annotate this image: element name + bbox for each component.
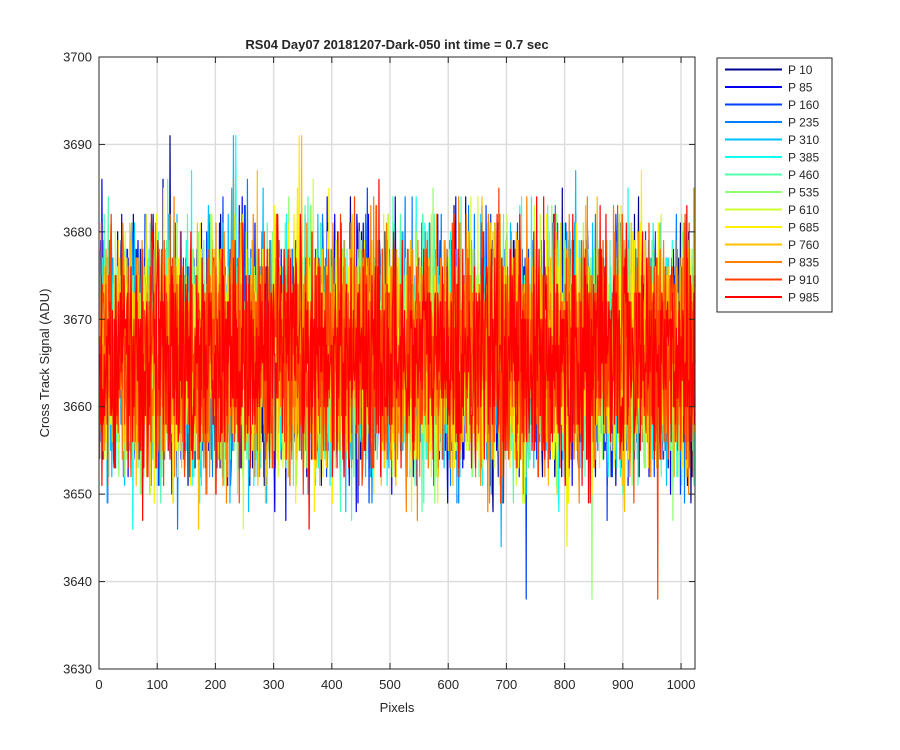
legend: P 10 P 85 P 160 P 235 P 310 P 385 P 460 P 535 P … <box>716 57 833 313</box>
legend-label: P 310 <box>788 133 819 147</box>
x-tick-label: 500 <box>379 677 401 692</box>
legend-label: P 535 <box>788 186 819 200</box>
legend-box <box>716 57 833 313</box>
legend-label: P 985 <box>788 291 819 305</box>
x-tick-label: 600 <box>437 677 459 692</box>
y-tick-label: 3690 <box>63 137 92 152</box>
legend-label: P 160 <box>788 98 819 112</box>
legend-label: P 85 <box>788 81 813 95</box>
x-tick-label: 100 <box>146 677 168 692</box>
x-axis-label: Pixels <box>380 700 415 715</box>
x-tick-label: 900 <box>612 677 634 692</box>
x-tick-label: 300 <box>263 677 285 692</box>
x-tick-label: 700 <box>496 677 518 692</box>
legend-label: P 235 <box>788 116 819 130</box>
y-tick-label: 3660 <box>63 399 92 414</box>
chart-title: RS04 Day07 20181207-Dark-050 int time = … <box>245 37 548 52</box>
axis-ticks: 0 100 200 300 400 500 600 700 800 900 1000 3630 3640… <box>63 50 695 693</box>
legend-label: P 910 <box>788 273 819 287</box>
legend-label: P 10 <box>788 63 813 77</box>
x-tick-label: 200 <box>205 677 227 692</box>
series-line-13 <box>98 178 696 530</box>
y-tick-label: 3650 <box>63 487 92 502</box>
legend-label: P 685 <box>788 221 819 235</box>
legend-label: P 385 <box>788 151 819 165</box>
x-tick-label: 1000 <box>667 677 696 692</box>
legend-label: P 460 <box>788 168 819 182</box>
x-tick-label: 800 <box>554 677 576 692</box>
y-tick-label: 3700 <box>63 50 92 65</box>
x-tick-label: 0 <box>95 677 102 692</box>
x-tick-label: 400 <box>321 677 343 692</box>
axes-box <box>98 56 696 670</box>
y-tick-label: 3640 <box>63 574 92 589</box>
series-layer <box>98 135 696 600</box>
y-axis-label: Cross Track Signal (ADU) <box>37 289 52 438</box>
y-tick-label: 3670 <box>63 312 92 327</box>
y-tick-label: 3630 <box>63 662 92 677</box>
legend-label: P 610 <box>788 203 819 217</box>
legend-label: P 760 <box>788 238 819 252</box>
y-tick-label: 3680 <box>63 224 92 239</box>
legend-label: P 835 <box>788 256 819 270</box>
